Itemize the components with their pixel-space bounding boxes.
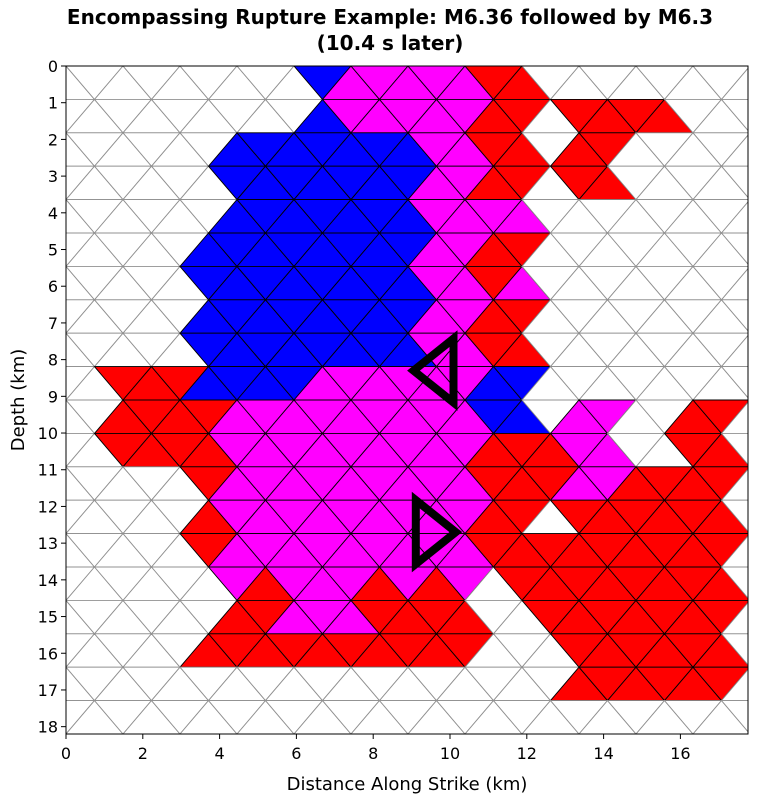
y-tick-label: 13 — [38, 534, 58, 553]
mesh-cell-none — [0, 133, 38, 166]
x-tick-label: 8 — [368, 744, 378, 763]
mesh-cell-none — [750, 166, 781, 199]
hypocenter-markers — [407, 330, 463, 573]
y-tick-label: 14 — [38, 571, 58, 590]
mesh-cell-none — [720, 432, 748, 466]
mesh-cell-none — [750, 300, 781, 333]
mesh-cell-none — [720, 366, 748, 399]
mesh-cell-none — [750, 600, 781, 633]
x-tick-label: 12 — [517, 744, 537, 763]
mesh-cell-none — [0, 667, 38, 700]
x-tick-label: 14 — [593, 744, 613, 763]
y-tick-label: 11 — [38, 461, 58, 480]
mesh-cell-none — [0, 701, 38, 734]
mesh-cell-none — [750, 634, 781, 667]
mesh-cell-none — [720, 566, 748, 599]
mesh-cell-none — [750, 467, 781, 500]
mesh-cell-none — [750, 500, 781, 533]
x-axis-label: Distance Along Strike (km) — [287, 774, 528, 795]
mesh-cell-none — [750, 433, 781, 466]
mesh-cell-none — [720, 499, 748, 532]
mesh-cell-none — [0, 500, 38, 533]
mesh-cell-none — [0, 233, 38, 266]
mesh-cell-none — [0, 99, 38, 132]
mesh-cell-none — [0, 600, 38, 633]
figure-title-line2: (10.4 s later) — [317, 31, 464, 55]
figure-title-line1: Encompassing Rupture Example: M6.36 foll… — [67, 5, 713, 29]
mesh-cell-none — [720, 700, 748, 733]
mesh-cell-none — [0, 300, 38, 333]
mesh-cell-none — [750, 99, 781, 132]
mesh-cell-none — [750, 400, 781, 433]
y-tick-label: 3 — [48, 167, 58, 186]
plot-frame — [65, 65, 749, 735]
y-tick-label: 1 — [48, 94, 58, 113]
y-tick-label: 18 — [38, 718, 58, 737]
mesh-cell-none — [720, 98, 748, 132]
mesh-cell-none — [720, 334, 748, 368]
y-tick-label: 5 — [48, 241, 58, 260]
mesh-cell-none — [720, 165, 748, 198]
mesh-cell-none — [720, 468, 748, 501]
mesh-cell-none — [750, 233, 781, 266]
y-tick-label: 7 — [48, 314, 58, 333]
x-tick-label: 0 — [61, 744, 71, 763]
y-tick-label: 2 — [48, 130, 58, 149]
x-tick-label: 2 — [138, 744, 148, 763]
mesh-cell-none — [0, 166, 38, 199]
mesh-cell-none — [0, 467, 38, 500]
y-tick-label: 17 — [38, 681, 58, 700]
y-tick-label: 6 — [48, 277, 58, 296]
y-axis-label: Depth (km) — [8, 349, 29, 452]
y-tick-label: 4 — [48, 204, 58, 223]
y-tick-label: 9 — [48, 387, 58, 406]
y-tick-label: 10 — [38, 424, 58, 443]
mesh-cell-none — [0, 634, 38, 667]
mesh-cell-none — [720, 201, 748, 234]
y-tick-label: 8 — [48, 351, 58, 370]
mesh-cell-none — [750, 567, 781, 600]
mesh-cell-none — [0, 567, 38, 600]
mesh-cell-none — [720, 668, 748, 702]
x-tick-label: 6 — [291, 744, 301, 763]
triangular-mesh — [0, 66, 781, 734]
mesh-cell-none — [750, 534, 781, 567]
mesh-cell-none — [0, 266, 38, 299]
mesh-cell-none — [0, 200, 38, 233]
y-tick-label: 15 — [38, 608, 58, 627]
hypocenter-marker-1 — [407, 330, 458, 411]
x-tick-label: 4 — [215, 744, 225, 763]
mesh-cell-none — [750, 266, 781, 299]
mesh-cell-none — [750, 200, 781, 233]
mesh-cell-none — [750, 667, 781, 700]
mesh-cell-none — [0, 534, 38, 567]
mesh-cell-none — [750, 333, 781, 366]
mesh-cell-none — [720, 232, 748, 265]
mesh-cell-none — [720, 602, 748, 635]
y-tick-label: 16 — [38, 644, 58, 663]
mesh-cell-none — [720, 633, 748, 666]
mesh-cell-none — [720, 535, 748, 568]
mesh-cell-none — [720, 299, 748, 332]
y-tick-label: 12 — [38, 497, 58, 516]
hypocenter-marker-2 — [411, 491, 463, 573]
x-tick-label: 10 — [440, 744, 460, 763]
mesh-cell-none — [750, 133, 781, 166]
mesh-cell-none — [750, 367, 781, 400]
x-axis-ticks: 0 2 4 6 8 10 12 14 16 — [61, 734, 691, 763]
mesh-cell-none — [750, 701, 781, 734]
mesh-cell-none — [750, 66, 781, 99]
mesh-cell-none — [720, 401, 748, 434]
x-tick-label: 16 — [670, 744, 690, 763]
mesh-cell-none — [720, 67, 748, 100]
mesh-cell-none — [720, 134, 748, 167]
mesh-cell-none — [0, 66, 38, 99]
y-tick-label: 0 — [48, 57, 58, 76]
mesh-cell-none — [720, 268, 748, 301]
